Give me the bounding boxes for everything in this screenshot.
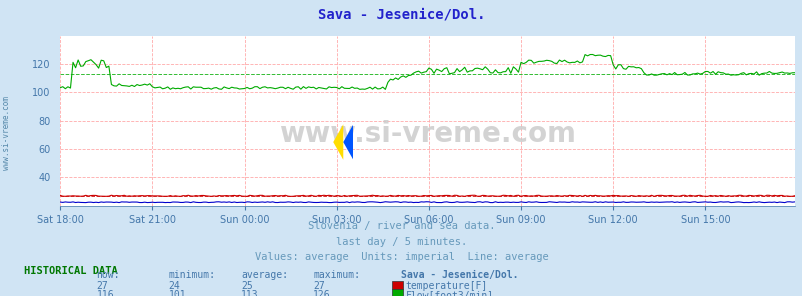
Text: www.si-vreme.com: www.si-vreme.com (2, 96, 11, 170)
Text: Sava - Jesenice/Dol.: Sava - Jesenice/Dol. (401, 270, 518, 280)
Text: Values: average  Units: imperial  Line: average: Values: average Units: imperial Line: av… (254, 252, 548, 262)
Text: 113: 113 (241, 290, 258, 296)
Text: 25: 25 (241, 281, 253, 291)
Polygon shape (333, 124, 343, 160)
Text: 126: 126 (313, 290, 330, 296)
Text: 116: 116 (96, 290, 114, 296)
Text: average:: average: (241, 270, 288, 280)
Text: Sava - Jesenice/Dol.: Sava - Jesenice/Dol. (318, 7, 484, 21)
Text: HISTORICAL DATA: HISTORICAL DATA (24, 266, 118, 276)
Text: maximum:: maximum: (313, 270, 360, 280)
Text: Flow[foot3/min]: Flow[foot3/min] (405, 290, 493, 296)
Text: 101: 101 (168, 290, 186, 296)
Text: 27: 27 (96, 281, 108, 291)
Text: Slovenia / river and sea data.: Slovenia / river and sea data. (307, 221, 495, 231)
Text: temperature[F]: temperature[F] (405, 281, 487, 291)
Text: 24: 24 (168, 281, 180, 291)
Text: www.si-vreme.com: www.si-vreme.com (279, 120, 575, 148)
Text: now:: now: (96, 270, 119, 280)
Text: 27: 27 (313, 281, 325, 291)
Polygon shape (343, 124, 353, 160)
Text: minimum:: minimum: (168, 270, 216, 280)
Text: last day / 5 minutes.: last day / 5 minutes. (335, 237, 467, 247)
